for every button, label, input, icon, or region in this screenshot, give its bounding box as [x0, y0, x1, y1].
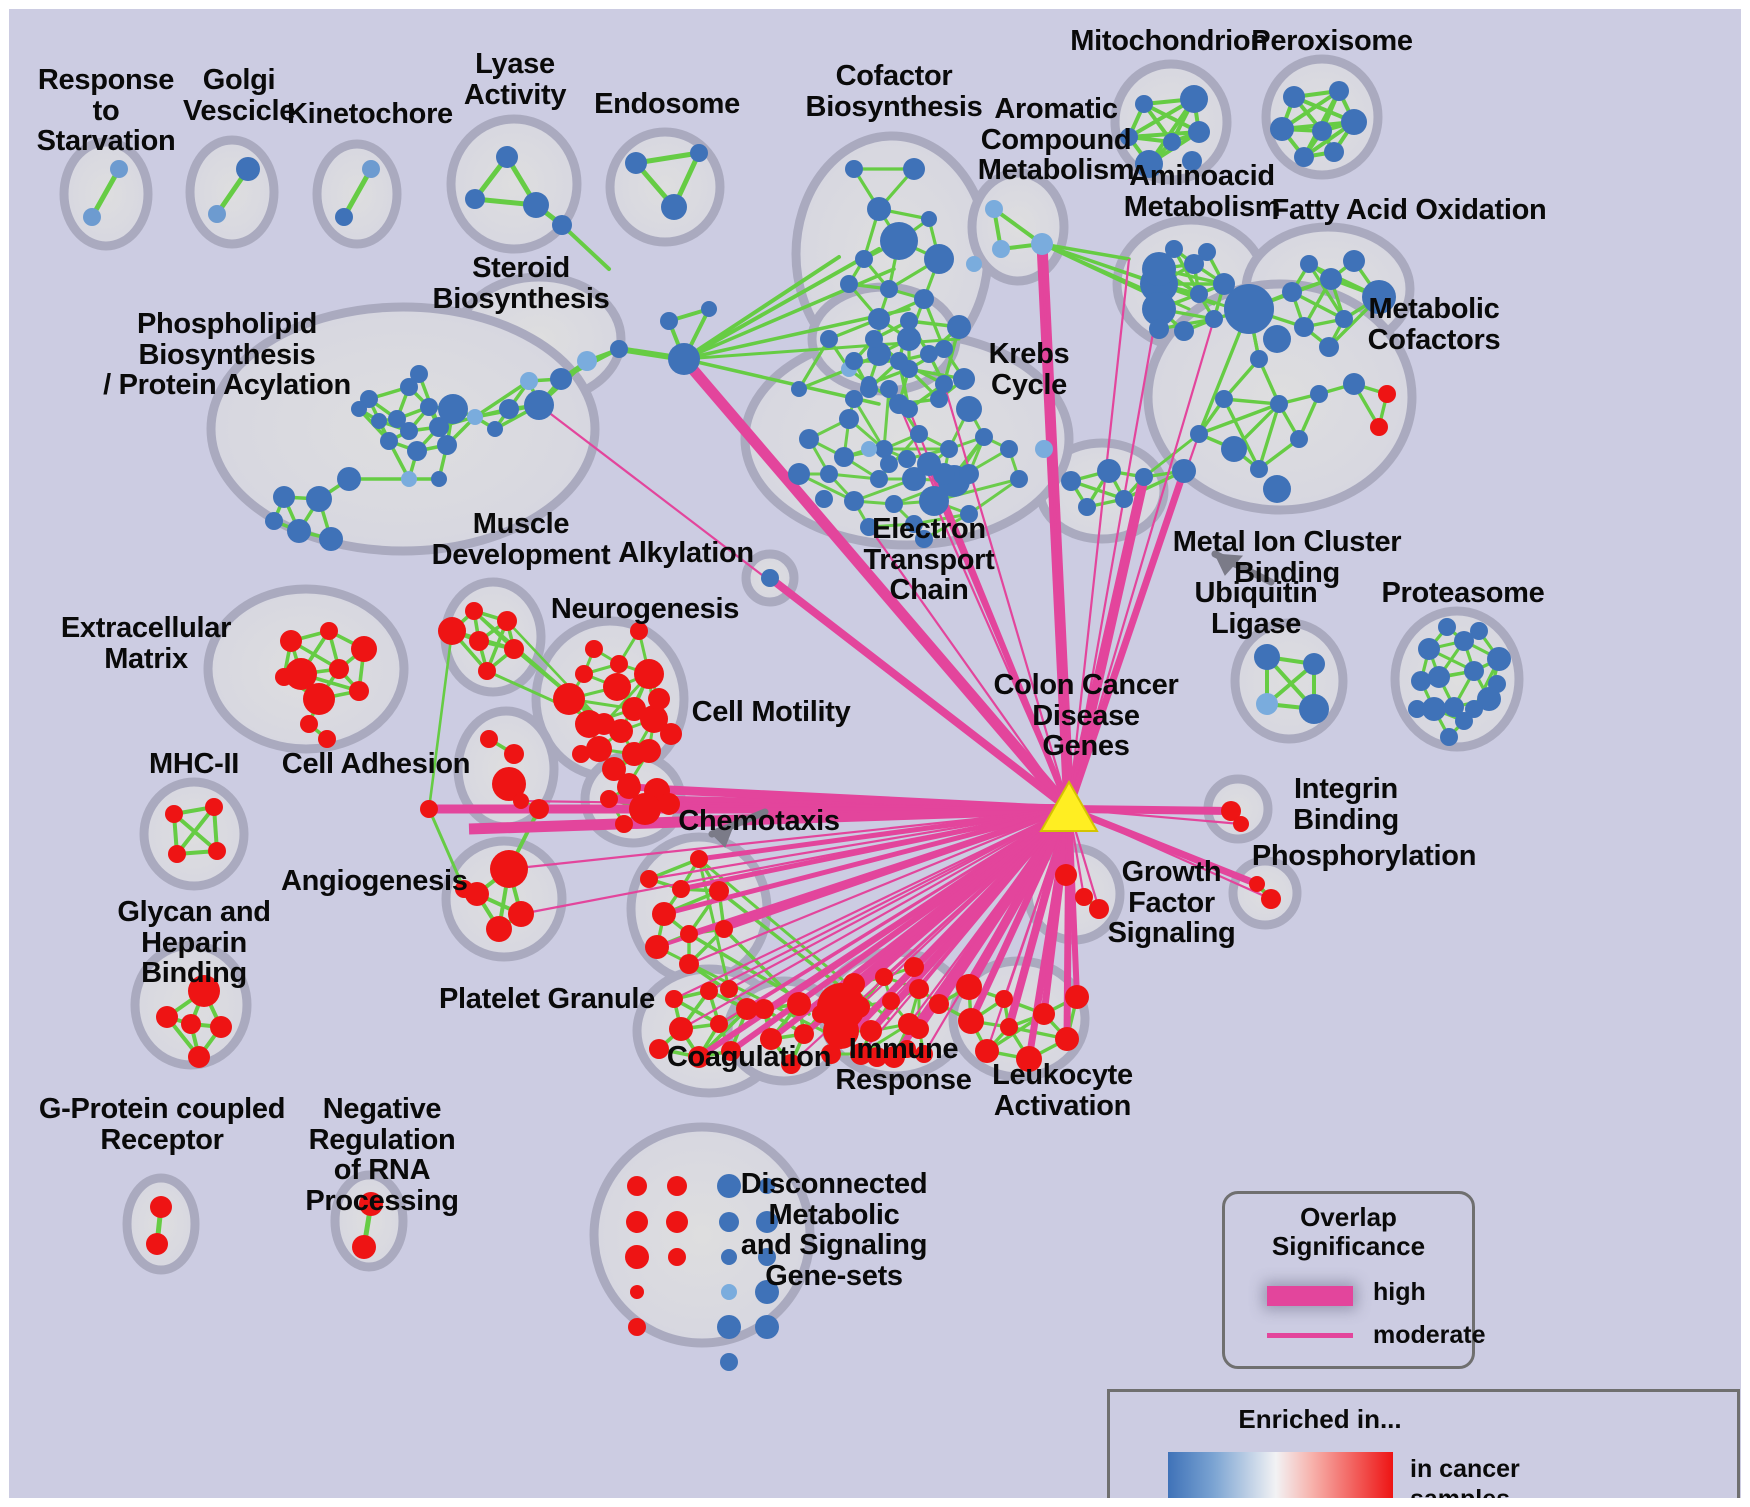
label-glycan-and-heparin-binding: Glycan and Heparin Binding [117, 896, 271, 990]
label-growth-factor-signaling: Growth Factor Signaling [1107, 856, 1236, 950]
label-coagulation: Coagulation [666, 1041, 832, 1073]
label-mitochondrion: Mitochondrion [1070, 25, 1268, 57]
label-extracellular-matrix: Extracellular Matrix [60, 612, 232, 675]
label-phosphorylation: Phosphorylation [1251, 840, 1477, 872]
label-mhc-ii: MHC-II [148, 748, 239, 780]
label-aminoacid-metabolism: Aminoacid Metabolism [1123, 160, 1281, 223]
label-response-to-starvation: Response to Starvation [36, 64, 176, 158]
label-ubiquitin-ligase: Ubiquitin Ligase [1194, 577, 1318, 640]
label-angiogenesis: Angiogenesis [281, 865, 468, 897]
label-hub-colon-cancer-disease-genes: Colon Cancer Disease Genes [993, 669, 1179, 763]
label-lyase-activity: Lyase Activity [463, 48, 567, 111]
legend-moderate-swatch [1267, 1333, 1353, 1338]
label-negative-regulation-rna-processing: Negative Regulation of RNA Processing [305, 1093, 459, 1218]
legend-comparison-label: in cancer samples vs. controls [1410, 1455, 1520, 1498]
gene-set-nodes [83, 81, 1511, 1371]
label-aromatic-compound-metabolism: Aromatic Compound Metabolism [977, 93, 1135, 187]
legend-color-gradient-bar [1168, 1452, 1393, 1498]
label-muscle-development: Muscle Development [431, 508, 611, 571]
label-cell-motility: Cell Motility [691, 696, 851, 728]
legend-overlap-significance: Overlap Significance high moderate [1222, 1191, 1486, 1369]
label-metabolic-cofactors: Metabolic Cofactors [1367, 293, 1501, 356]
label-g-protein-coupled-receptor: G-Protein coupled Receptor [38, 1093, 286, 1156]
label-alkylation: Alkylation [618, 537, 754, 569]
legend-overlap-title: Overlap Significance [1271, 1202, 1426, 1262]
network-graph [59, 54, 1524, 1371]
network-plot-area: Response to Starvation Golgi Vescicle Ki… [9, 9, 1741, 1498]
legend-enriched-title: Enriched in... [1238, 1404, 1402, 1434]
label-fatty-acid-oxidation: Fatty Acid Oxidation [1271, 194, 1547, 226]
label-electron-transport-chain: Electron Transport Chain [863, 513, 995, 607]
label-peroxisome: Peroxisome [1251, 25, 1413, 57]
label-golgi-vescicle: Golgi Vescicle [182, 64, 296, 127]
label-leukocyte-activation: Leukocyte Activation [992, 1059, 1133, 1122]
label-neurogenesis: Neurogenesis [550, 593, 740, 625]
label-proteasome: Proteasome [1381, 577, 1545, 609]
label-cofactor-biosynthesis: Cofactor Biosynthesis [805, 60, 983, 123]
label-chemotaxis: Chemotaxis [678, 805, 840, 837]
annotation-arrows [708, 550, 1275, 848]
label-integrin-binding: Integrin Binding [1293, 773, 1399, 836]
label-immune-response: Immune Response [835, 1033, 972, 1096]
label-phospholipid-biosynthesis: Phospholipid Biosynthesis / Protein Acyl… [103, 308, 351, 402]
legend-high-swatch [1267, 1286, 1353, 1306]
legend-moderate-label: moderate [1373, 1321, 1486, 1349]
label-steroid-biosynthesis: Steroid Biosynthesis [432, 252, 610, 315]
legend-high-label: high [1373, 1278, 1426, 1306]
label-cell-adhesion: Cell Adhesion [281, 748, 471, 780]
label-krebs-cycle: Krebs Cycle [988, 338, 1070, 401]
label-platelet-granule: Platelet Granule [439, 983, 655, 1015]
label-disconnected-gene-sets: Disconnected Metabolic and Signaling Gen… [740, 1168, 928, 1293]
label-metal-ion-cluster-binding: Metal Ion Cluster Binding [1172, 526, 1402, 589]
label-endosome: Endosome [594, 88, 740, 120]
label-kinetochore: Kinetochore [287, 98, 453, 130]
hub-node-colon-cancer-disease-genes[interactable] [1039, 779, 1099, 832]
legend-enriched-in: Enriched in... Down Up in cancer samples… [1107, 1389, 1740, 1498]
